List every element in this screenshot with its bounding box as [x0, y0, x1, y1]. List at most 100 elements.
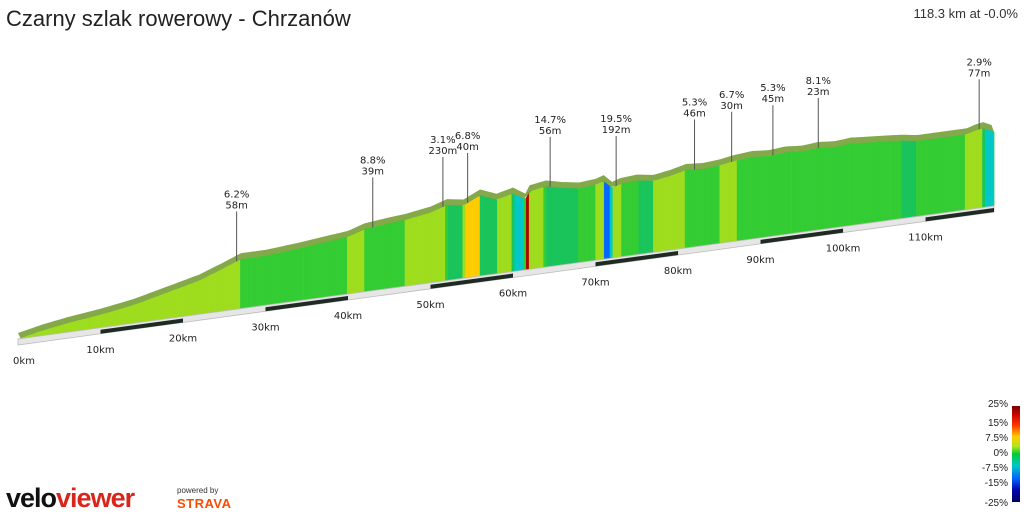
- profile-segment: [297, 247, 302, 302]
- profile-segment: [878, 141, 882, 222]
- profile-segment: [329, 240, 333, 297]
- profile-segment: [962, 134, 966, 211]
- profile-segment: [69, 321, 74, 333]
- profile-segment: [390, 222, 394, 289]
- profile-segment: [534, 188, 538, 269]
- profile-segment: [182, 285, 186, 317]
- profile-segment: [401, 219, 406, 287]
- profile-segment: [904, 140, 908, 219]
- profile-segment: [549, 186, 553, 267]
- gradient-marker-length: 58m: [225, 200, 247, 211]
- profile-segment: [933, 138, 937, 215]
- profile-segment: [84, 317, 88, 331]
- profile-segment: [670, 174, 674, 251]
- profile-segment: [341, 237, 345, 296]
- profile-segment: [603, 181, 608, 260]
- profile-segment: [398, 220, 403, 288]
- profile-segment: [690, 169, 694, 248]
- profile-segment: [823, 147, 827, 230]
- profile-segment: [349, 234, 354, 294]
- profile-segment: [924, 139, 928, 216]
- powered-by-label: powered by: [177, 486, 219, 495]
- gradient-marker-length: 56m: [539, 126, 561, 137]
- profile-segment: [375, 225, 380, 291]
- profile-segment: [572, 188, 576, 264]
- profile-segment: [586, 185, 590, 262]
- profile-segment: [612, 185, 616, 259]
- profile-segment: [563, 187, 567, 265]
- profile-segment: [837, 145, 842, 228]
- profile-segment: [757, 156, 761, 239]
- profile-segment: [491, 198, 495, 275]
- profile-segment: [240, 258, 244, 309]
- legend-label: -25%: [984, 498, 1008, 509]
- profile-segment: [456, 205, 460, 280]
- profile-segment: [889, 140, 894, 221]
- axis-band: [265, 296, 349, 312]
- profile-segment: [684, 169, 689, 249]
- profile-segment: [407, 218, 411, 287]
- profile-segment: [863, 142, 868, 224]
- gradient-marker-grade: 6.7%: [719, 90, 744, 101]
- profile-segment: [826, 147, 830, 230]
- x-tick-label: 60km: [499, 289, 527, 300]
- profile-segment: [465, 202, 469, 279]
- x-tick-label: 20km: [169, 334, 197, 345]
- profile-segment: [81, 318, 85, 331]
- profile-segment: [257, 256, 261, 307]
- profile-segment: [372, 226, 377, 291]
- profile-segment: [500, 196, 504, 274]
- profile-segment: [517, 195, 521, 272]
- profile-segment: [442, 205, 446, 282]
- profile-segment: [583, 186, 588, 263]
- gradient-marker-length: 45m: [762, 94, 784, 105]
- profile-segment: [641, 180, 645, 255]
- x-tick-label: 70km: [581, 277, 609, 288]
- profile-segment: [696, 168, 700, 247]
- profile-segment: [107, 311, 111, 328]
- x-tick-label: 80km: [664, 266, 692, 277]
- profile-segment: [982, 128, 986, 208]
- profile-segment: [185, 284, 189, 317]
- axis-band: [760, 228, 844, 244]
- profile-segment: [921, 139, 925, 217]
- profile-segment: [508, 193, 512, 273]
- profile-segment: [346, 235, 351, 295]
- profile-segment: [214, 271, 218, 313]
- x-tick-label: 100km: [826, 244, 861, 255]
- profile-segment: [918, 140, 923, 217]
- profile-segment: [471, 198, 475, 278]
- profile-segment: [658, 178, 663, 252]
- profile-segment: [274, 252, 279, 305]
- profile-segment: [144, 299, 149, 322]
- profile-segment: [785, 152, 790, 235]
- profile-segment: [676, 172, 680, 250]
- profile-segment: [938, 137, 943, 214]
- profile-segment: [621, 182, 625, 257]
- profile-segment: [644, 180, 648, 254]
- profile-segment: [748, 156, 752, 240]
- profile-segment: [104, 312, 108, 328]
- profile-segment: [263, 255, 267, 306]
- profile-segment: [413, 216, 417, 286]
- profile-segment: [569, 188, 573, 265]
- profile-segment: [118, 308, 123, 326]
- x-tick-label: 10km: [86, 345, 114, 356]
- profile-segment: [869, 142, 873, 224]
- profile-segment: [364, 228, 368, 293]
- profile-segment: [679, 171, 683, 250]
- veloviewer-logo[interactable]: veloviewer: [6, 483, 135, 514]
- profile-segment: [318, 243, 322, 299]
- profile-segment: [295, 248, 299, 302]
- strava-logo[interactable]: STRAVA: [177, 496, 232, 511]
- logo-viewer: viewer: [56, 483, 135, 513]
- profile-segment: [422, 213, 426, 285]
- profile-segment: [638, 180, 642, 255]
- profile-segment: [237, 259, 241, 310]
- x-tick-label: 40km: [334, 311, 362, 322]
- profile-segment: [231, 262, 235, 311]
- profile-segment: [589, 185, 593, 262]
- profile-segment: [251, 257, 255, 308]
- profile-segment: [277, 252, 281, 304]
- profile-segment: [320, 242, 325, 298]
